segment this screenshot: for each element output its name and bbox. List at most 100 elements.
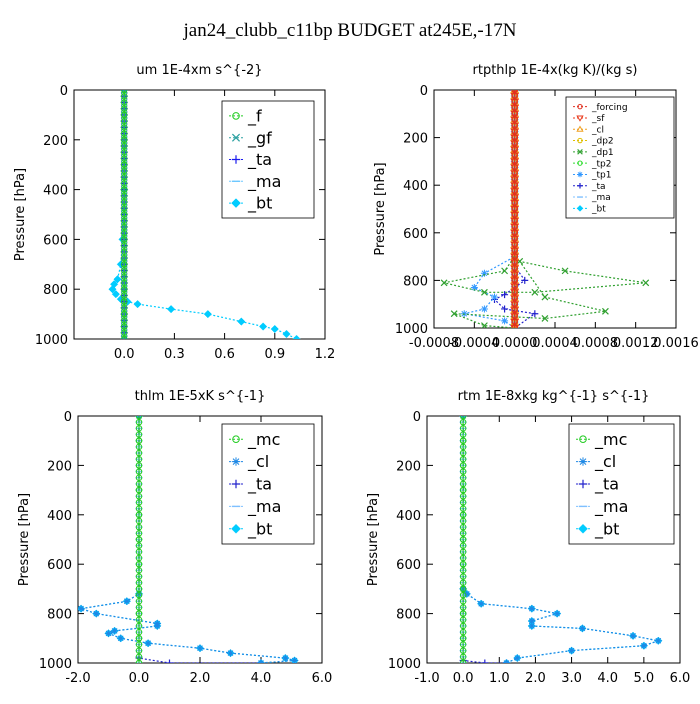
data-point bbox=[135, 610, 143, 617]
legend-marker bbox=[577, 149, 583, 155]
data-point bbox=[480, 288, 488, 296]
data-point bbox=[135, 530, 143, 537]
data-point bbox=[120, 229, 128, 237]
y-axis-label: Pressure [hPa] bbox=[17, 493, 32, 586]
legend-label: _ta bbox=[594, 475, 619, 495]
data-point bbox=[601, 307, 609, 315]
y-tick-label: 400 bbox=[396, 509, 421, 524]
data-point bbox=[135, 462, 143, 469]
legend-marker bbox=[576, 204, 584, 212]
x-tick-label: 1.2 bbox=[315, 347, 336, 362]
data-point bbox=[135, 560, 143, 568]
data-point bbox=[135, 480, 143, 488]
legend-label: _ta bbox=[591, 182, 606, 192]
data-point bbox=[459, 647, 467, 654]
data-point bbox=[120, 242, 128, 249]
data-point bbox=[501, 317, 509, 325]
data-point bbox=[521, 276, 529, 284]
series-mc bbox=[459, 416, 467, 663]
subplot-title: rtpthlp 1E-4x(kg K)/(kg s) bbox=[473, 63, 638, 78]
data-point bbox=[528, 605, 536, 613]
data-point bbox=[133, 300, 142, 309]
data-point bbox=[144, 639, 152, 647]
data-point bbox=[459, 416, 467, 420]
data-point bbox=[120, 173, 128, 181]
x-tick-label: 0.0016 bbox=[653, 336, 699, 351]
data-point bbox=[135, 616, 143, 624]
data-point bbox=[78, 605, 85, 613]
plot-frame bbox=[73, 89, 326, 340]
series-cl bbox=[78, 416, 299, 663]
data-point bbox=[120, 273, 128, 280]
data-point bbox=[92, 610, 100, 618]
data-point bbox=[120, 117, 128, 125]
data-point bbox=[135, 499, 143, 506]
x-tick-label: 0.0 bbox=[114, 347, 135, 362]
data-point bbox=[491, 293, 498, 301]
data-point bbox=[459, 431, 467, 438]
data-point bbox=[281, 654, 289, 662]
data-point bbox=[120, 236, 128, 243]
data-point bbox=[135, 449, 143, 457]
y-tick-label: 400 bbox=[47, 509, 72, 524]
data-point bbox=[135, 523, 143, 531]
legend-label: _tp2 bbox=[591, 159, 611, 169]
data-point bbox=[105, 629, 112, 637]
x-tick-label: 0.9 bbox=[264, 347, 285, 362]
data-point bbox=[258, 322, 268, 331]
legend-marker bbox=[231, 133, 241, 142]
data-point bbox=[135, 585, 143, 593]
data-point bbox=[111, 627, 119, 635]
legend-label: _sf bbox=[591, 114, 605, 124]
plot-area bbox=[440, 90, 650, 328]
legend-label: _bt bbox=[247, 194, 272, 214]
data-point bbox=[640, 642, 648, 650]
x-tick-label: 5.0 bbox=[634, 671, 655, 686]
data-point bbox=[135, 542, 143, 549]
data-point bbox=[120, 92, 128, 100]
y-tick-label: 200 bbox=[43, 134, 68, 149]
data-point bbox=[120, 90, 128, 94]
data-point bbox=[113, 275, 122, 284]
data-point bbox=[120, 285, 128, 293]
y-tick-label: 800 bbox=[396, 608, 421, 623]
data-point bbox=[120, 142, 128, 150]
data-point bbox=[480, 322, 488, 328]
x-tick-label: -0.0008 bbox=[409, 336, 459, 351]
data-point bbox=[480, 305, 488, 313]
data-point bbox=[135, 425, 143, 432]
data-point bbox=[120, 99, 128, 106]
data-point bbox=[135, 604, 143, 611]
data-point bbox=[450, 310, 458, 318]
legend-label: _bt bbox=[594, 519, 619, 539]
x-tick-label: -2.0 bbox=[65, 671, 90, 686]
data-point bbox=[459, 517, 467, 525]
plot-area bbox=[459, 416, 663, 663]
data-point bbox=[459, 585, 467, 593]
data-point bbox=[120, 149, 128, 156]
data-point bbox=[135, 591, 143, 599]
data-point bbox=[568, 647, 576, 655]
data-point bbox=[135, 455, 143, 463]
data-point bbox=[135, 517, 143, 525]
legend-box bbox=[565, 96, 675, 219]
data-point bbox=[120, 180, 128, 187]
series-forcing bbox=[511, 90, 518, 328]
data-point bbox=[135, 554, 143, 562]
data-point bbox=[459, 437, 467, 444]
data-point bbox=[135, 511, 143, 519]
data-point bbox=[135, 622, 143, 630]
data-point bbox=[463, 590, 471, 598]
y-tick-label: 200 bbox=[403, 132, 428, 147]
data-point bbox=[561, 267, 569, 275]
data-point bbox=[528, 617, 536, 625]
data-point bbox=[120, 267, 128, 274]
y-tick-label: 600 bbox=[43, 233, 68, 248]
data-point bbox=[459, 468, 467, 475]
data-point bbox=[459, 480, 467, 488]
legend-marker bbox=[577, 171, 583, 178]
x-tick-label: 0.0000 bbox=[492, 336, 538, 351]
legend-label: _f bbox=[247, 107, 262, 127]
y-axis-label: Pressure [hPa] bbox=[373, 162, 388, 255]
data-point bbox=[120, 198, 128, 206]
